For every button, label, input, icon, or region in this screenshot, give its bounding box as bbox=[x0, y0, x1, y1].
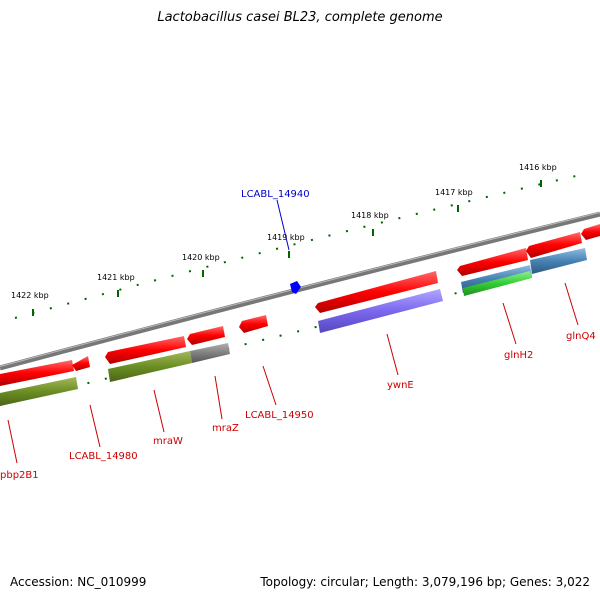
cds-feature[interactable] bbox=[0, 360, 74, 386]
cog-feature[interactable] bbox=[0, 377, 78, 406]
cds-feature[interactable] bbox=[581, 224, 600, 240]
cds-feature[interactable] bbox=[239, 315, 268, 333]
cog-feature[interactable] bbox=[190, 343, 230, 363]
gene-label-mraz[interactable]: mraZ bbox=[212, 423, 239, 434]
tick-label-1420: 1420 kbp bbox=[182, 253, 220, 262]
genome-backbone bbox=[0, 211, 600, 371]
accession-text: Accession: NC_010999 bbox=[10, 575, 147, 589]
map-title: Lactobacillus casei BL23, complete genom… bbox=[157, 10, 443, 25]
cds-feature[interactable] bbox=[187, 326, 225, 345]
gene-label-glnq4[interactable]: glnQ4 bbox=[566, 331, 596, 342]
cog-feature[interactable] bbox=[318, 289, 443, 333]
tick-label-1416: 1416 kbp bbox=[519, 163, 557, 172]
gene-label-lcabl-14940[interactable]: LCABL_14940 bbox=[241, 189, 310, 200]
gene-label-mraw[interactable]: mraW bbox=[153, 436, 183, 447]
tick-label-1418: 1418 kbp bbox=[351, 211, 389, 220]
tick-label-1422: 1422 kbp bbox=[11, 291, 49, 300]
cog-track bbox=[0, 248, 587, 406]
gene-label-lcabl-14980[interactable]: LCABL_14980 bbox=[69, 451, 138, 462]
cds-feature[interactable] bbox=[72, 356, 90, 371]
highlight-marker[interactable] bbox=[290, 281, 301, 294]
cds-feature[interactable] bbox=[315, 271, 438, 313]
cog-feature[interactable] bbox=[463, 271, 532, 296]
gene-label-lcabl-14950[interactable]: LCABL_14950 bbox=[245, 410, 314, 421]
cds-feature[interactable] bbox=[526, 232, 582, 258]
genome-summary-text: Topology: circular; Length: 3,079,196 bp… bbox=[260, 575, 590, 589]
gene-label-ywne[interactable]: ywnE bbox=[387, 380, 414, 391]
cds-feature[interactable] bbox=[457, 248, 528, 276]
tick-label-1421: 1421 kbp bbox=[97, 273, 135, 282]
cog-feature[interactable] bbox=[108, 351, 192, 382]
tick-label-1417: 1417 kbp bbox=[435, 188, 473, 197]
major-ticks bbox=[32, 180, 542, 316]
cds-feature[interactable] bbox=[105, 336, 186, 364]
forward-cds-track bbox=[0, 224, 600, 386]
leader-lines bbox=[7, 199, 579, 464]
gene-label-glnh2[interactable]: glnH2 bbox=[504, 350, 533, 361]
cog-feature[interactable] bbox=[530, 248, 587, 274]
tick-ring-inner bbox=[0, 277, 521, 406]
gene-label-pbp2B1[interactable]: pbp2B1 bbox=[0, 470, 39, 481]
